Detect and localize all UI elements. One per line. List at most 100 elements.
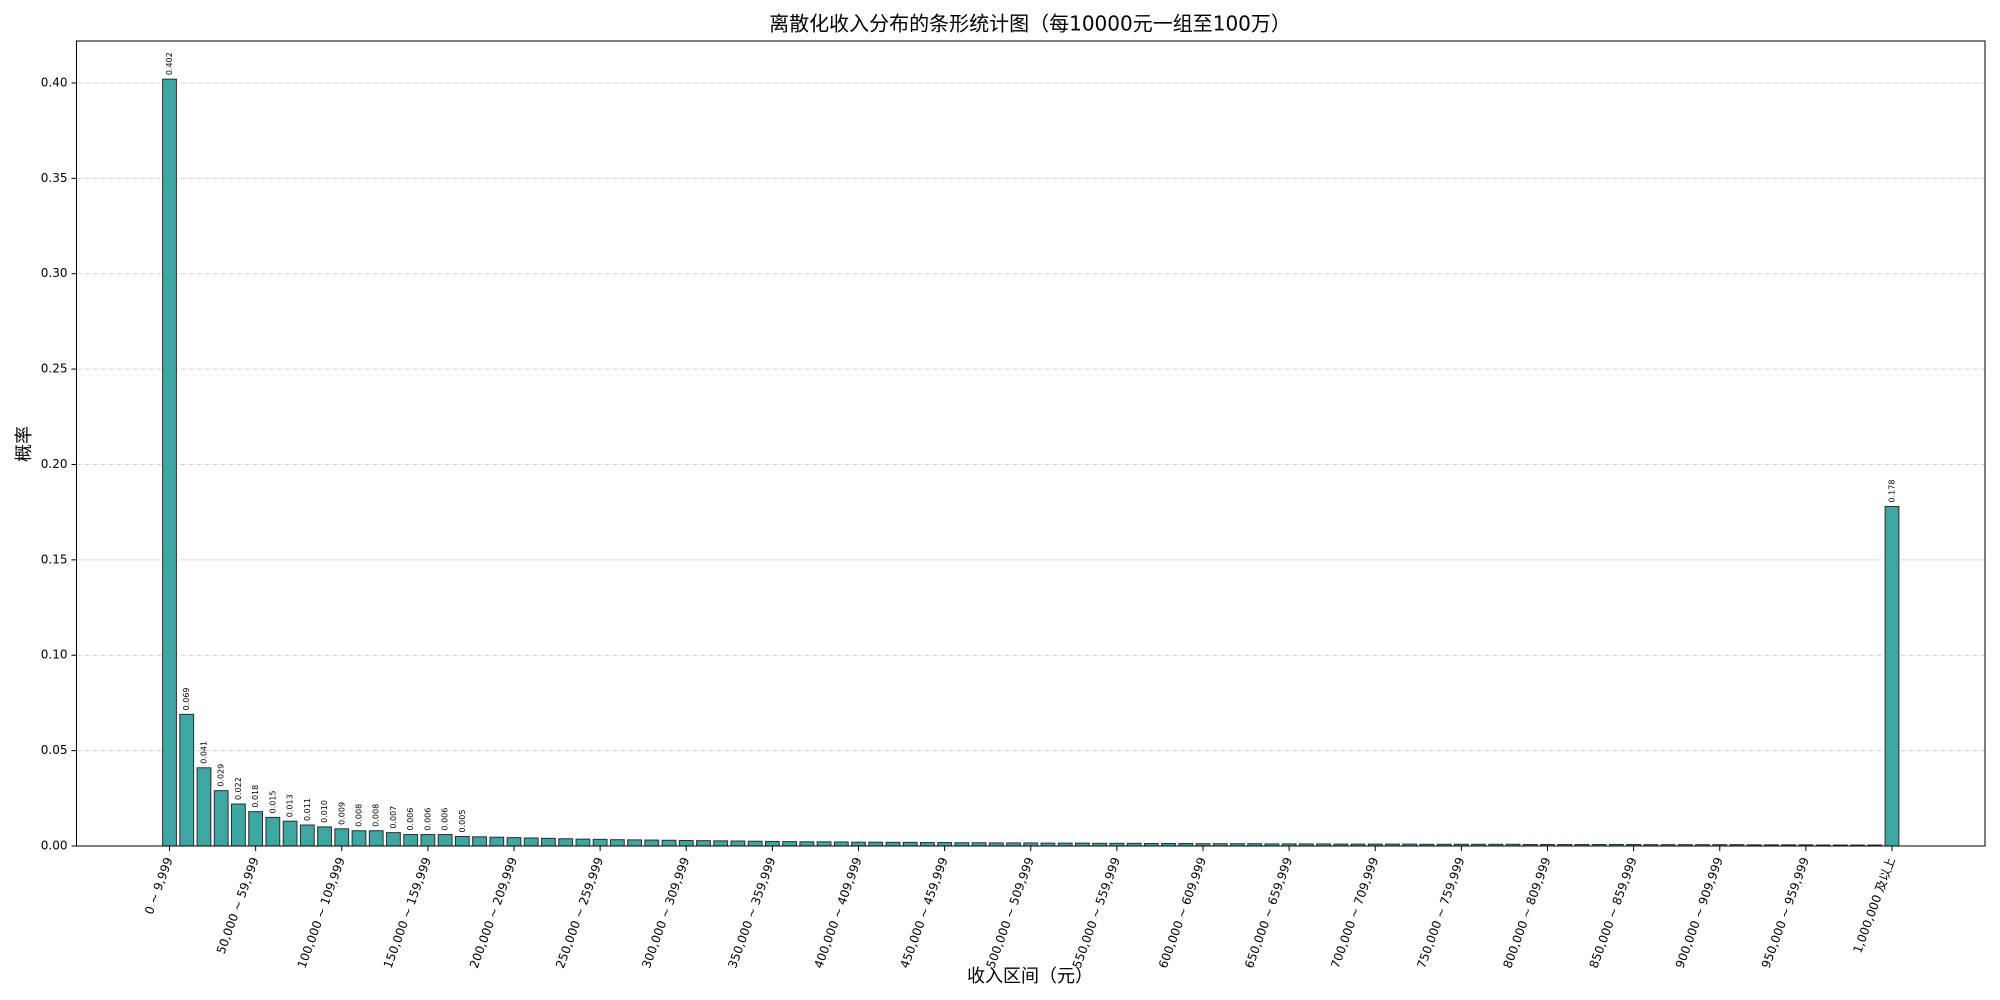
bar	[609, 839, 625, 847]
bar	[231, 803, 246, 847]
x-tick-label: 50,000 ~ 59,999	[214, 855, 262, 955]
bar	[937, 842, 953, 847]
y-axis-label: 概率	[14, 426, 35, 462]
value-label: 0.029	[217, 764, 226, 787]
x-tick-label: 300,000 ~ 309,999	[639, 855, 692, 970]
x-tick-label: 550,000 ~ 559,999	[1070, 855, 1123, 970]
y-tick-label: 0.40	[41, 75, 68, 89]
x-tick-label: 800,000 ~ 809,999	[1500, 855, 1553, 970]
y-tick-label: 0.10	[41, 648, 68, 662]
bar	[299, 824, 315, 847]
bar	[523, 837, 539, 847]
value-label: 0.010	[320, 800, 329, 823]
x-tick-label: 150,000 ~ 159,999	[381, 855, 434, 970]
y-tick-label: 0.15	[41, 552, 68, 566]
x-tick-label: 950,000 ~ 959,999	[1759, 855, 1812, 970]
bar	[282, 820, 298, 847]
value-label: 0.015	[268, 790, 277, 813]
bar	[489, 836, 505, 847]
bar	[868, 841, 884, 847]
bar	[644, 839, 660, 847]
y-tick-label: 0.05	[41, 743, 68, 757]
bar	[696, 840, 711, 847]
x-tick-label: 500,000 ~ 509,999	[984, 855, 1037, 970]
x-tick-label: 400,000 ~ 409,999	[811, 855, 864, 970]
bar	[368, 830, 384, 847]
y-tick-label: 0.20	[41, 457, 68, 471]
bar	[661, 839, 677, 847]
bar	[248, 811, 264, 847]
bar	[747, 840, 763, 847]
y-tick-label: 0.00	[41, 839, 68, 853]
chart-title: 离散化收入分布的条形统计图（每10000元一组至100万）	[769, 12, 1291, 36]
bar	[678, 839, 694, 847]
x-tick-label: 350,000 ~ 359,999	[725, 855, 778, 970]
bar	[764, 840, 780, 847]
value-label: 0.069	[182, 687, 191, 710]
value-label: 0.006	[423, 808, 432, 831]
bar	[851, 841, 866, 847]
value-label: 0.178	[1887, 480, 1896, 503]
x-axis-label: 收入区间（元）	[967, 966, 1093, 987]
plot-frame	[76, 40, 1986, 847]
x-tick-label: 450,000 ~ 459,999	[898, 855, 951, 970]
bar	[472, 836, 487, 847]
bar	[506, 837, 522, 847]
bar	[730, 840, 746, 847]
x-tick-label: 700,000 ~ 709,999	[1328, 855, 1381, 970]
bar	[196, 767, 212, 847]
bar	[162, 78, 177, 847]
bar	[627, 839, 642, 847]
bar	[558, 838, 574, 847]
bar	[902, 841, 918, 847]
y-tick-label: 0.25	[41, 362, 68, 376]
value-label: 0.007	[389, 806, 398, 829]
bar	[816, 841, 832, 847]
bar	[920, 842, 935, 847]
x-tick-label: 1,000,000 及以上	[1850, 855, 1898, 955]
value-label: 0.009	[337, 802, 346, 825]
bar	[420, 834, 436, 847]
bar	[317, 826, 332, 847]
bar	[334, 828, 350, 847]
y-tick-label: 0.30	[41, 266, 68, 280]
value-label: 0.006	[441, 808, 450, 831]
bar	[885, 841, 901, 847]
x-tick-label: 850,000 ~ 859,999	[1587, 855, 1640, 970]
bar	[454, 835, 470, 847]
value-label: 0.008	[354, 804, 363, 827]
value-label: 0.022	[234, 777, 243, 800]
value-label: 0.018	[251, 785, 260, 808]
bar	[1884, 505, 1900, 847]
bar	[437, 834, 453, 847]
bar	[833, 841, 849, 847]
value-label: 0.005	[458, 810, 467, 833]
value-label: 0.013	[286, 794, 295, 817]
bar	[713, 840, 729, 847]
x-tick-label: 0 ~ 9,999	[142, 855, 176, 916]
x-tick-label: 250,000 ~ 259,999	[553, 855, 606, 970]
value-label: 0.402	[165, 52, 174, 75]
x-tick-label: 100,000 ~ 109,999	[295, 855, 348, 970]
bar	[575, 838, 591, 847]
x-tick-label: 600,000 ~ 609,999	[1156, 855, 1209, 970]
bar	[265, 816, 281, 847]
x-tick-label: 900,000 ~ 909,999	[1673, 855, 1726, 970]
value-label: 0.006	[406, 808, 415, 831]
bar	[386, 832, 401, 847]
bar	[403, 834, 419, 847]
y-tick-label: 0.35	[41, 171, 68, 185]
bar	[782, 841, 797, 847]
bar	[179, 713, 195, 847]
x-tick-label: 650,000 ~ 659,999	[1242, 855, 1295, 970]
value-label: 0.041	[199, 741, 208, 764]
x-tick-label: 200,000 ~ 209,999	[467, 855, 520, 970]
bar	[541, 837, 556, 847]
x-tick-label: 750,000 ~ 759,999	[1414, 855, 1467, 970]
bar	[592, 838, 608, 847]
bar	[213, 790, 229, 847]
bar	[351, 830, 367, 847]
value-label: 0.008	[372, 804, 381, 827]
